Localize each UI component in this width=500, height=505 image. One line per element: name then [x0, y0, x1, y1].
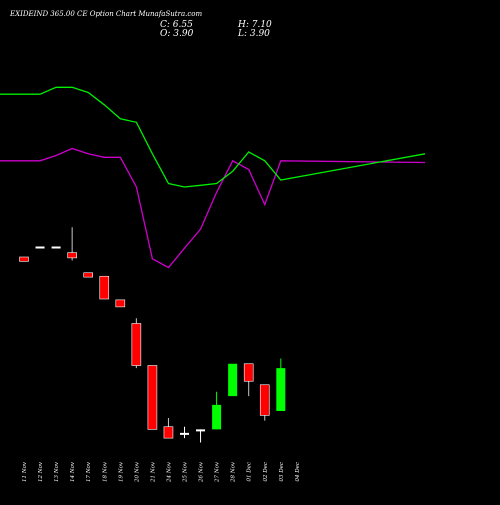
candle-body — [243, 363, 254, 382]
x-tick-label: 19 Nov — [118, 461, 124, 482]
chart-title: EXIDEIND 365.00 CE Option Chart MunafaSu… — [10, 10, 203, 18]
candle-body — [163, 426, 174, 439]
x-tick-label: 25 Nov — [183, 461, 189, 483]
candle-body — [115, 299, 126, 308]
x-tick-label: 21 Nov — [150, 461, 156, 483]
open-readout: O: 3.90 — [160, 29, 194, 39]
x-tick-label: 17 Nov — [86, 461, 92, 482]
high-readout: H: 7.10 — [238, 20, 272, 30]
candle-body — [228, 363, 238, 397]
series-line-upper — [0, 86, 426, 188]
candle-body — [19, 256, 29, 262]
candle-body — [35, 246, 45, 249]
candle-body — [196, 429, 206, 432]
x-tick-label: 20 Nov — [134, 461, 140, 483]
candle-body — [99, 275, 110, 300]
x-tick-label: 13 Nov — [54, 461, 60, 482]
x-tick-label: 26 Nov — [199, 461, 205, 483]
candle-body — [51, 246, 61, 249]
x-tick-label: 04 Dec — [295, 462, 301, 482]
candle-body — [259, 384, 270, 416]
x-tick-label: 12 Nov — [38, 461, 44, 482]
x-tick-label: 01 Dec — [247, 462, 253, 482]
candle-body — [67, 252, 77, 259]
low-readout: L: 3.90 — [238, 29, 270, 39]
candle-body — [147, 365, 158, 430]
x-tick-label: 27 Nov — [215, 461, 221, 483]
x-tick-label: 03 Dec — [279, 462, 285, 482]
candle-body — [276, 368, 286, 411]
x-tick-label: 24 Nov — [166, 461, 172, 483]
candle-body — [83, 272, 93, 278]
series-line-lower — [0, 147, 426, 269]
x-tick-label: 18 Nov — [102, 461, 108, 482]
close-readout: C: 6.55 — [160, 20, 193, 30]
x-tick-label: 14 Nov — [70, 461, 76, 482]
candle-body — [180, 432, 189, 435]
candle-body — [212, 404, 222, 430]
candle-body — [131, 323, 142, 366]
x-tick-label: 28 Nov — [231, 461, 237, 483]
x-tick-label: 02 Dec — [263, 462, 269, 482]
x-tick-label: 11 Nov — [22, 461, 28, 482]
